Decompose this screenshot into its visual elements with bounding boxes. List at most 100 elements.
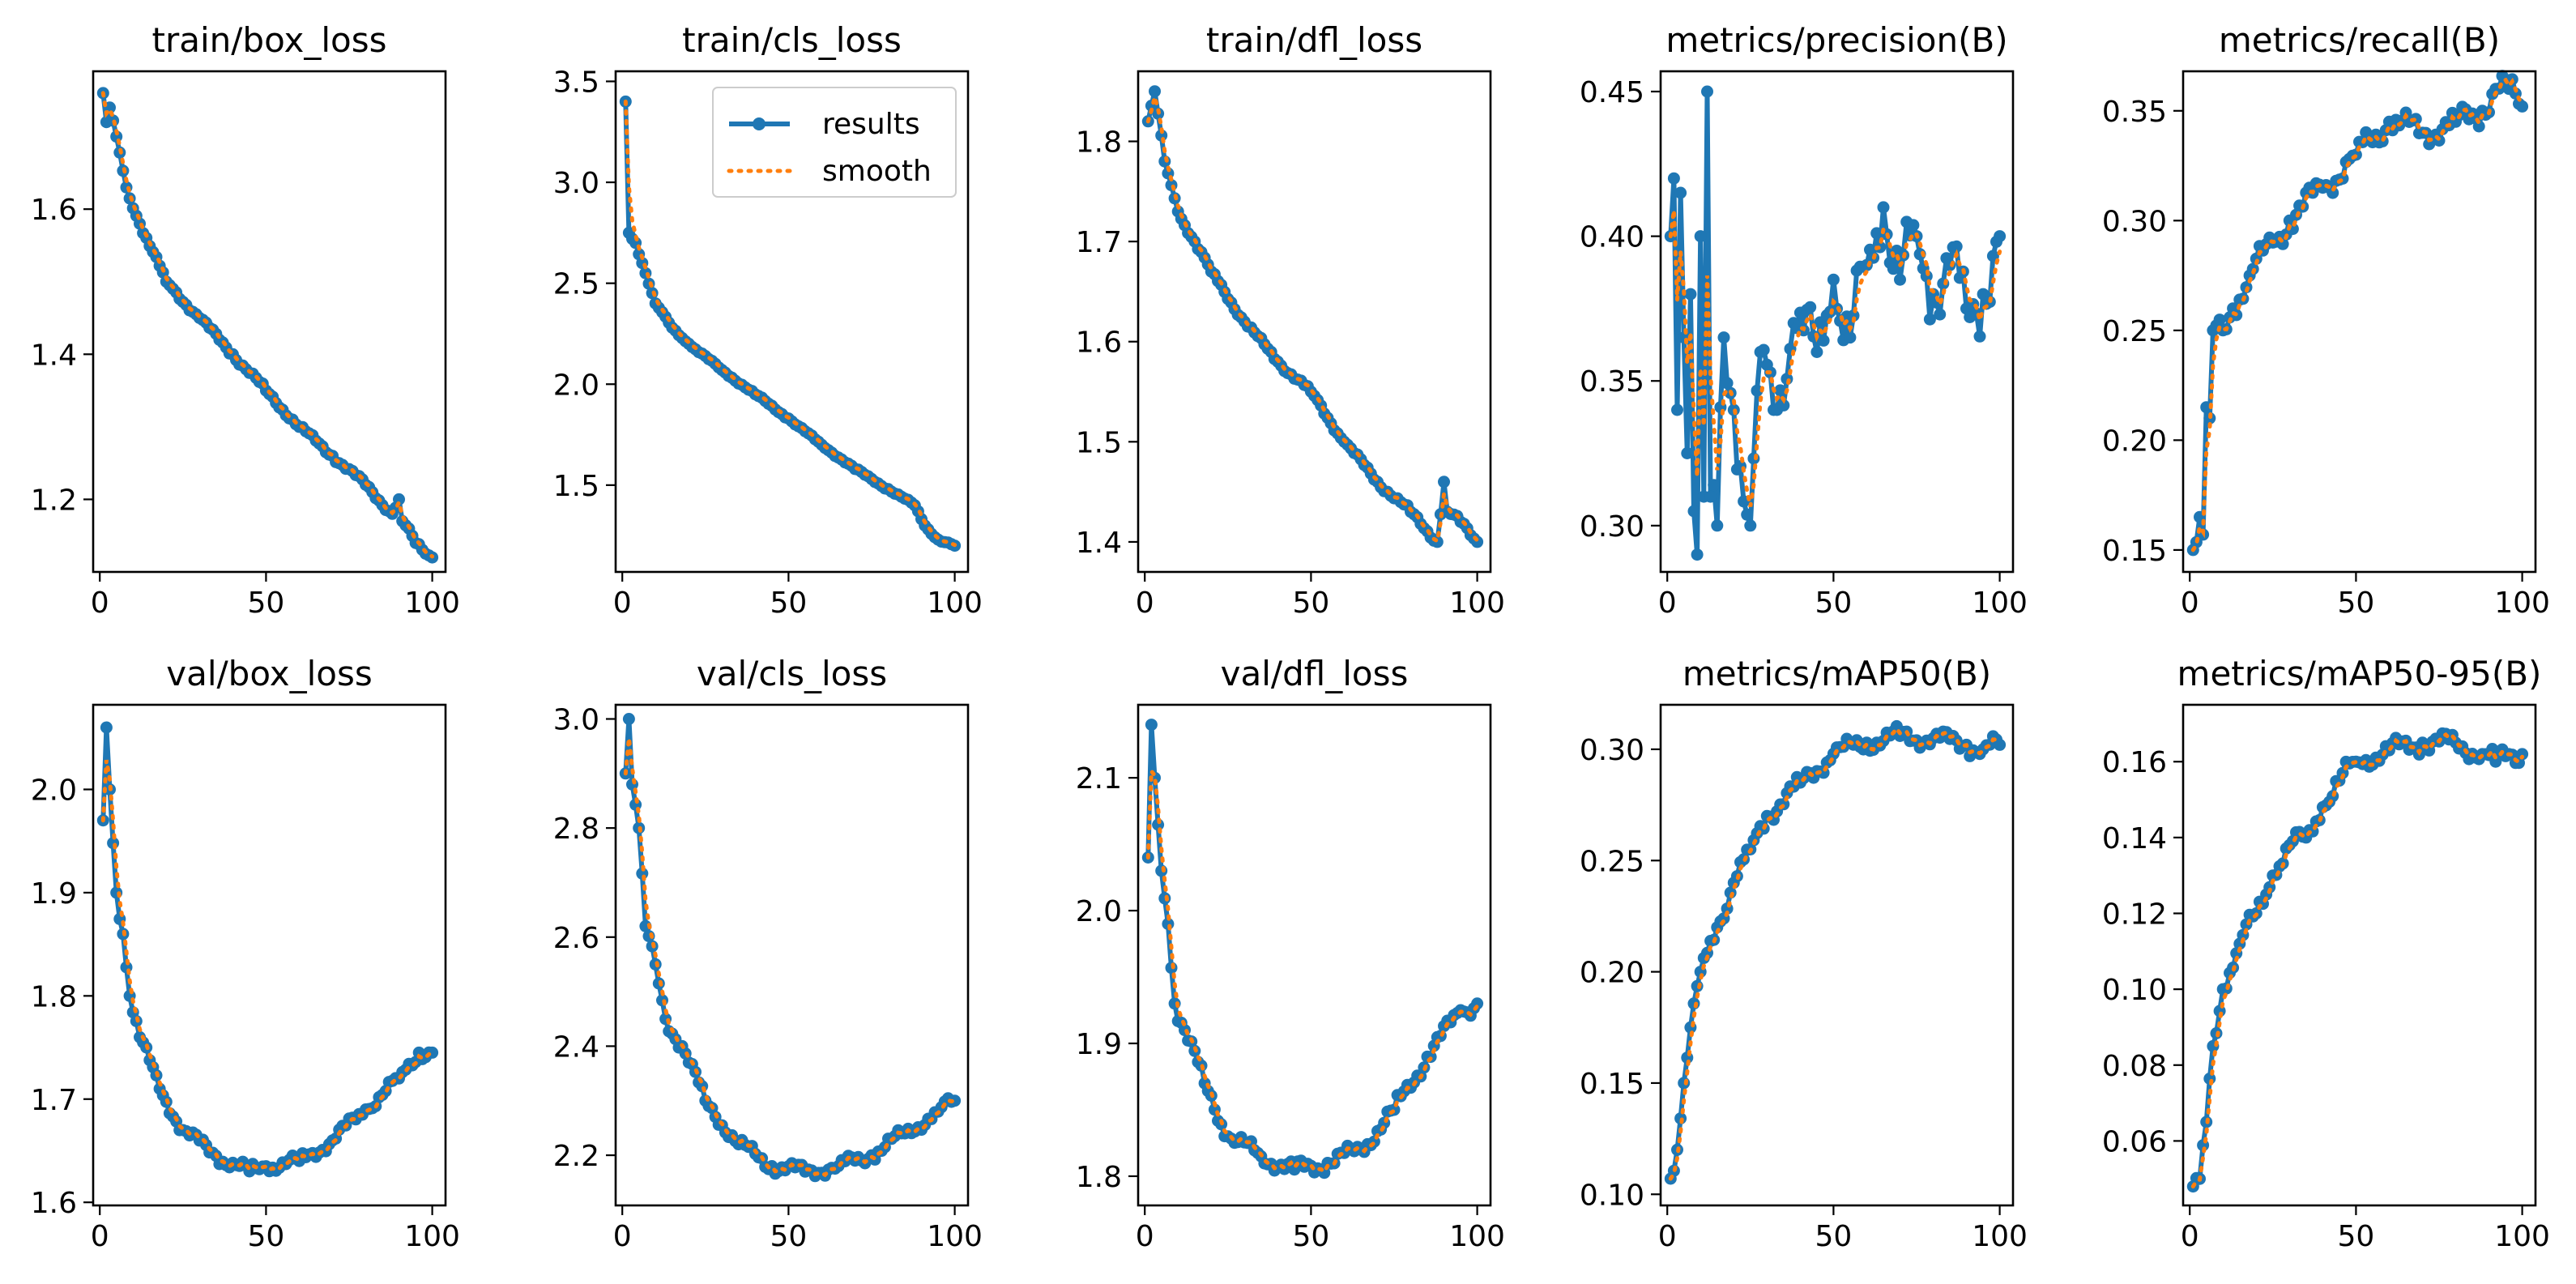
x-tick-label: 50: [1815, 1220, 1852, 1253]
chart-title: metrics/mAP50(B): [1683, 654, 1991, 693]
results-point: [1438, 476, 1450, 488]
x-tick-label: 100: [404, 587, 460, 620]
y-tick-label: 0.20: [2102, 424, 2167, 458]
results-point: [1158, 892, 1171, 905]
chart-title: train/box_loss: [152, 20, 387, 60]
smooth-series-line: [1145, 766, 1480, 1175]
results-point: [1721, 377, 1734, 390]
y-tick-label: 2.5: [553, 268, 599, 301]
x-tick-label: 0: [1658, 587, 1677, 620]
results-point: [1711, 519, 1724, 532]
x-tick-label: 50: [247, 1220, 284, 1253]
results-series-line: [1145, 722, 1480, 1175]
results-point: [1717, 331, 1730, 344]
x-tick-label: 0: [1136, 1220, 1154, 1253]
y-tick-label: 2.6: [553, 922, 599, 955]
x-tick-label: 100: [927, 587, 983, 620]
chart-panel-4: metrics/recall(B) 0 50 100 0.15 0.20 0.25 0.30 0…: [2102, 20, 2550, 620]
x-tick-label: 0: [91, 587, 109, 620]
y-tick-label: 0.40: [1580, 221, 1644, 254]
results-point: [1708, 479, 1721, 492]
results-point: [1827, 273, 1840, 286]
smooth-series-line: [1668, 725, 2002, 1181]
results-series-line: [100, 725, 433, 1174]
x-tick-label: 0: [1136, 587, 1154, 620]
results-point: [1810, 346, 1823, 358]
chart-title: val/cls_loss: [697, 654, 887, 693]
y-tick-label: 2.8: [553, 813, 599, 846]
results-point: [1804, 301, 1817, 314]
x-tick-label: 100: [2494, 1220, 2550, 1253]
axes-frame: [1659, 70, 2015, 574]
x-tick-label: 50: [2337, 1220, 2374, 1253]
y-tick-label: 0.35: [2102, 96, 2167, 129]
results-point: [1471, 997, 1484, 1010]
axes-frame: [614, 70, 970, 574]
results-point: [1744, 519, 1757, 532]
results-point: [1741, 508, 1754, 521]
results-point: [1747, 452, 1760, 465]
y-tick-label: 0.10: [1580, 1179, 1644, 1212]
y-tick-label: 2.0: [553, 369, 599, 402]
y-tick-label: 2.0: [31, 774, 77, 807]
results-series-line: [100, 92, 434, 560]
y-tick-label: 0.16: [2102, 746, 2167, 779]
chart-panel-1: train/cls_loss 0 50 100 1.5 2.0 2.5 3.0 3.5 resul…: [553, 20, 983, 620]
y-tick-label: 1.4: [1076, 527, 1122, 560]
x-tick-label: 100: [1449, 1220, 1505, 1253]
results-point: [1844, 331, 1857, 344]
axes-frame: [2181, 703, 2537, 1207]
chart-title: metrics/mAP50-95(B): [2177, 654, 2542, 693]
results-point: [1934, 308, 1947, 321]
y-tick-label: 0.35: [1580, 365, 1644, 399]
smooth-series-line: [1145, 89, 1480, 544]
results-point: [1757, 343, 1770, 356]
y-tick-label: 1.6: [1076, 326, 1122, 360]
y-tick-label: 0.30: [2102, 205, 2167, 238]
results-point: [1907, 219, 1920, 232]
results-point: [1994, 230, 2007, 243]
results-point: [1155, 864, 1168, 877]
results-point: [656, 994, 668, 1007]
y-tick-label: 1.8: [1076, 126, 1122, 160]
y-tick-label: 1.8: [31, 980, 77, 1013]
results-series-line: [1145, 88, 1479, 544]
legend-results-label: results: [822, 108, 920, 141]
results-series-line: [2190, 731, 2525, 1188]
chart-title: train/cls_loss: [682, 20, 902, 60]
results-point: [1894, 273, 1906, 286]
x-tick-label: 0: [613, 1220, 632, 1253]
x-tick-label: 100: [1972, 587, 2028, 620]
results-point: [1678, 1077, 1691, 1090]
y-tick-label: 1.5: [553, 470, 599, 503]
y-tick-label: 0.30: [1580, 510, 1644, 544]
x-tick-label: 0: [613, 587, 632, 620]
y-tick-label: 1.4: [31, 339, 77, 372]
results-point: [1684, 288, 1697, 301]
x-tick-label: 50: [770, 1220, 807, 1253]
y-tick-label: 1.9: [31, 877, 77, 911]
smooth-series-line: [623, 99, 957, 548]
results-point: [1887, 262, 1900, 275]
results-point: [1950, 240, 1963, 253]
y-tick-label: 0.25: [1580, 845, 1644, 878]
axes-frame: [2181, 70, 2537, 574]
y-tick-label: 0.45: [1580, 76, 1644, 109]
chart-title: metrics/recall(B): [2219, 20, 2500, 60]
results-point: [2516, 100, 2529, 113]
x-tick-label: 50: [1292, 1220, 1329, 1253]
chart-panel-2: train/dfl_loss 0 50 100 1.4 1.5 1.6 1.7 1.8: [1076, 20, 1505, 620]
results-point: [1701, 85, 1713, 98]
chart-panel-0: train/box_loss 0 50 100 1.2 1.4 1.6: [31, 20, 460, 620]
legend-smooth-label: smooth: [822, 155, 932, 188]
smooth-series-line: [623, 737, 957, 1178]
y-tick-label: 0.20: [1580, 957, 1644, 990]
results-point: [1774, 384, 1787, 397]
x-tick-label: 50: [1815, 587, 1852, 620]
results-point: [1923, 313, 1936, 326]
y-tick-label: 2.2: [553, 1140, 599, 1173]
results-series-line: [1668, 723, 2002, 1180]
x-tick-label: 100: [1972, 1220, 2028, 1253]
results-point: [1994, 738, 2007, 751]
